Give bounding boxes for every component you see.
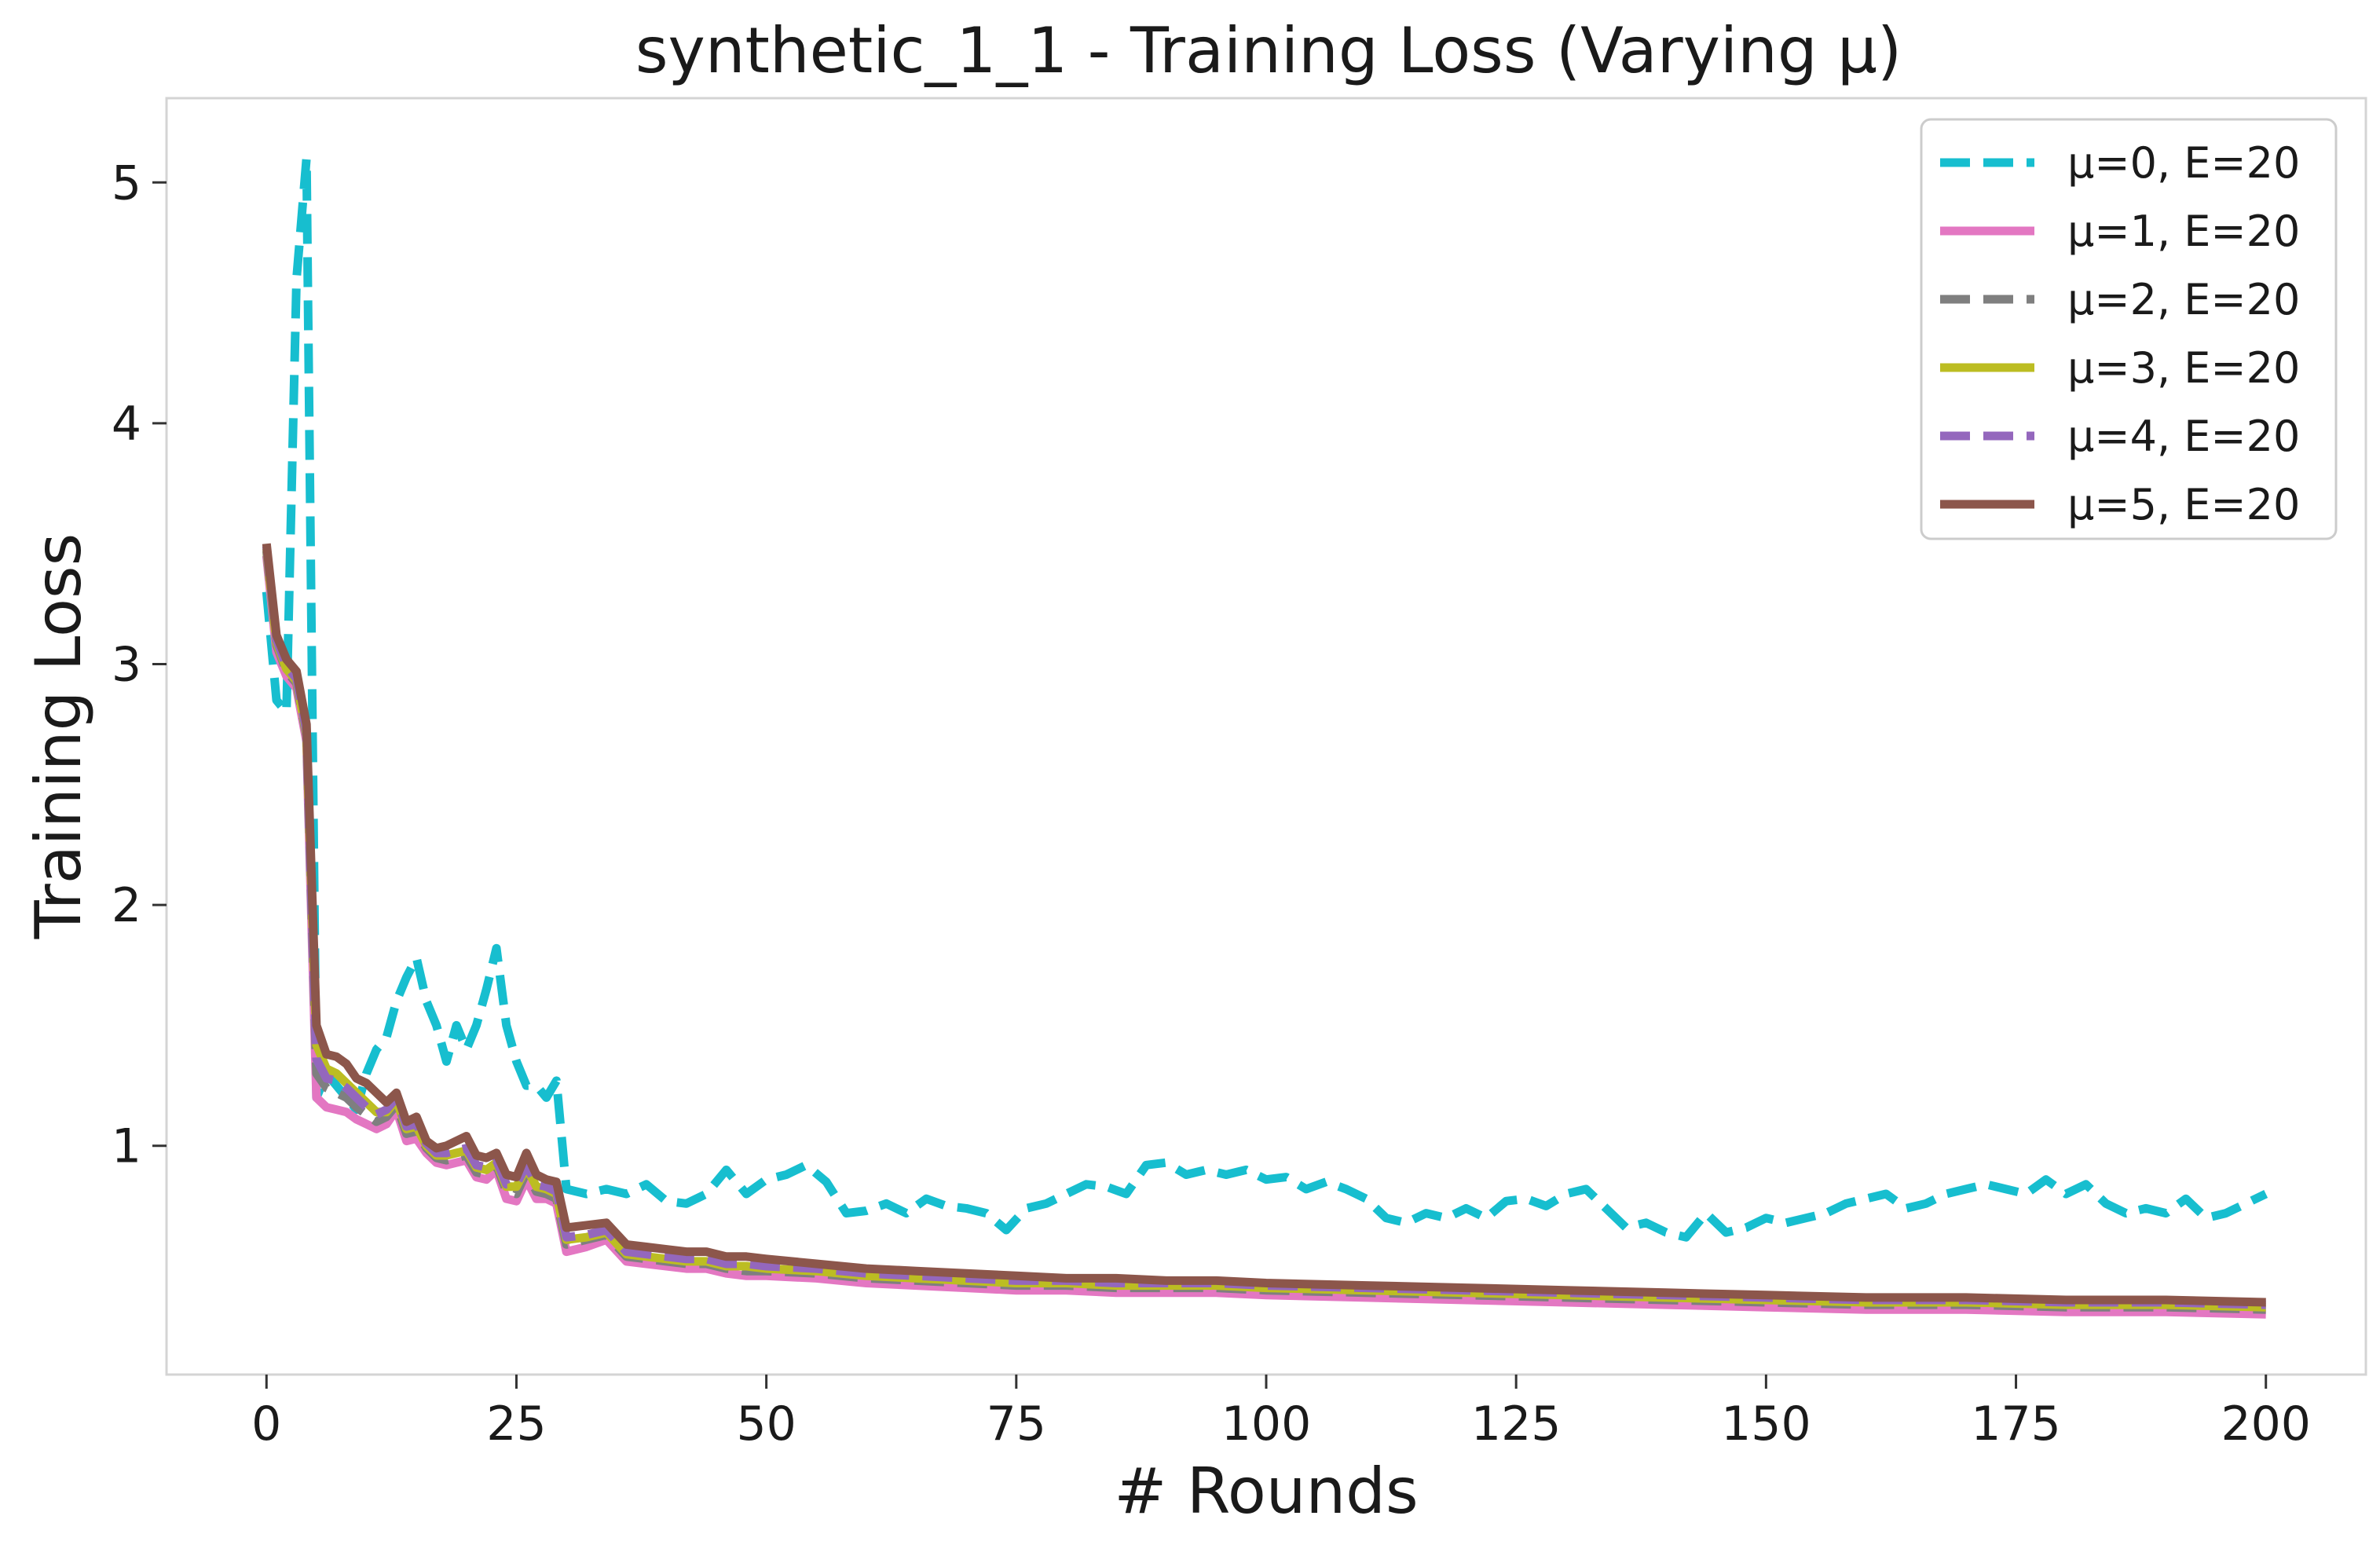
x-tick-label: 75 bbox=[987, 1397, 1046, 1452]
legend-label: μ=3, E=20 bbox=[2067, 343, 2300, 393]
y-axis: 1 2 3 4 5 bbox=[112, 156, 167, 1174]
legend: μ=0, E=20 μ=1, E=20 μ=2, E=20 μ=3, E=20 μ=4,… bbox=[1920, 118, 2338, 540]
legend-items: μ=0, E=20 μ=1, E=20 μ=2, E=20 μ=3, E=20 μ=4,… bbox=[1940, 138, 2300, 529]
series-line-mu-0 bbox=[262, 154, 2268, 1242]
series-lines bbox=[262, 154, 2268, 1319]
x-axis-label: # Rounds bbox=[1114, 1455, 1418, 1528]
legend-label: μ=2, E=20 bbox=[2067, 275, 2300, 324]
legend-label: μ=4, E=20 bbox=[2067, 412, 2300, 461]
x-tick-label: 200 bbox=[2221, 1397, 2311, 1452]
x-tick-label: 0 bbox=[251, 1397, 281, 1452]
y-axis-label: Training Loss bbox=[22, 533, 95, 940]
series-line-mu-2 bbox=[262, 550, 2266, 1314]
legend-label: μ=0, E=20 bbox=[2067, 138, 2300, 188]
x-tick-label: 150 bbox=[1721, 1397, 1811, 1452]
series-line-mu-4 bbox=[262, 545, 2266, 1309]
series-line-mu-1 bbox=[262, 555, 2266, 1319]
x-tick-label: 175 bbox=[1971, 1397, 2061, 1452]
x-axis: 0 25 50 75 100 125 150 175 200 bbox=[251, 1375, 2311, 1452]
legend-box bbox=[1920, 118, 2338, 540]
x-tick-label: 100 bbox=[1221, 1397, 1312, 1452]
y-tick-label: 4 bbox=[112, 397, 141, 452]
y-tick-label: 5 bbox=[112, 156, 141, 211]
x-tick-label: 125 bbox=[1471, 1397, 1562, 1452]
x-tick-label: 50 bbox=[736, 1397, 796, 1452]
legend-label: μ=5, E=20 bbox=[2067, 480, 2300, 529]
legend-label: μ=1, E=20 bbox=[2067, 207, 2300, 256]
y-tick-label: 3 bbox=[112, 638, 141, 693]
chart-title: synthetic_1_1 - Training Loss (Varying μ… bbox=[635, 14, 1902, 87]
series-line-mu-5 bbox=[262, 543, 2266, 1307]
x-tick-label: 25 bbox=[486, 1397, 546, 1452]
y-tick-label: 1 bbox=[112, 1119, 141, 1174]
y-tick-label: 2 bbox=[112, 878, 141, 933]
